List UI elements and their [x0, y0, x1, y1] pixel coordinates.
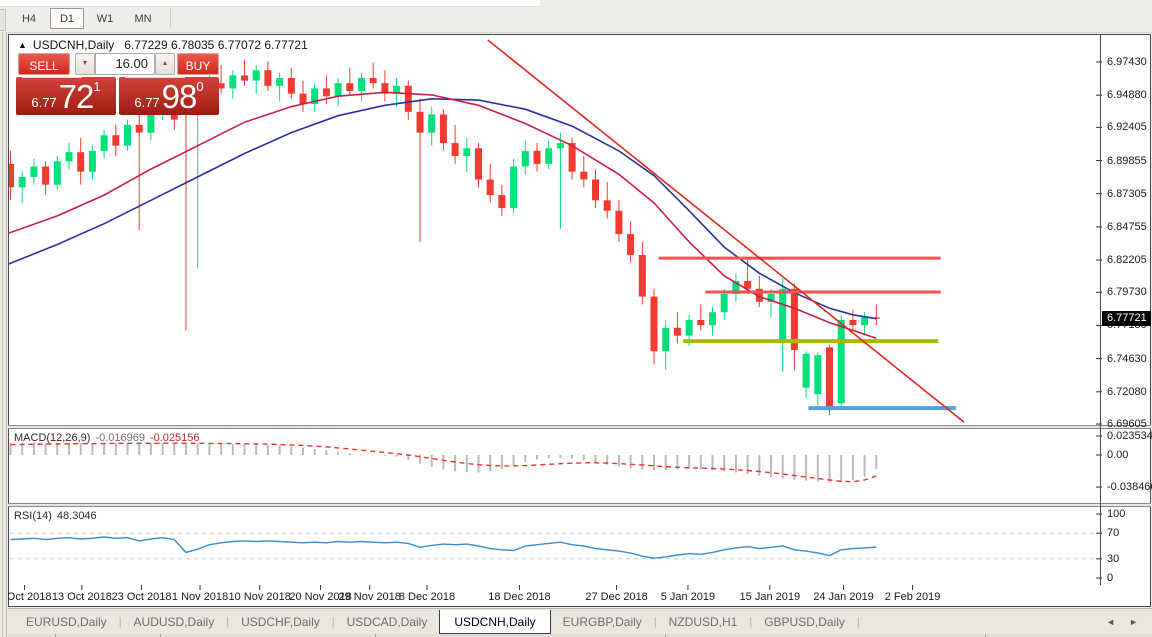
collapse-triangle-icon[interactable]: ▲	[18, 40, 27, 50]
tab-separator: |	[331, 616, 335, 628]
price-tick: 6.69605	[1107, 418, 1147, 431]
statusbar-separator	[985, 634, 986, 637]
date-tick: 20 Nov 2018	[289, 591, 352, 603]
window-splitter[interactable]	[0, 32, 8, 637]
date-tick: 10 Nov 2018	[228, 591, 291, 603]
date-tick: 4 Oct 2018	[0, 591, 52, 603]
statusbar-separator	[665, 634, 666, 637]
date-tick: 8 Dec 2018	[398, 591, 456, 603]
tab-separator: |	[749, 616, 753, 628]
chart-tab-bar: EURUSD,Daily | AUDUSD,Daily | USDCHF,Daily | U…	[0, 608, 1152, 635]
rsi-tick: 0	[1107, 572, 1114, 584]
date-tick: 18 Dec 2018	[488, 591, 551, 603]
price-tick: 6.74630	[1107, 352, 1147, 365]
toolbar-separator	[170, 8, 171, 28]
sell-price-sup: 1	[93, 79, 101, 94]
chart-tab-audusd[interactable]: AUDUSD,Daily	[133, 615, 215, 629]
macd-panel-splitter[interactable]	[8, 425, 1151, 429]
buy-price-big: 98	[161, 78, 198, 115]
date-tick: 13 Oct 2018	[51, 591, 112, 603]
buy-divider	[125, 77, 185, 78]
buy-price-display[interactable]: 6.77 98 0	[119, 77, 219, 115]
price-tick: 6.87305	[1107, 187, 1147, 200]
chart-tab-eurgbp[interactable]: EURGBP,Daily	[562, 615, 642, 629]
chart-tab-usdcnh[interactable]: USDCNH,Daily	[439, 610, 551, 634]
tab-separator: |	[856, 616, 860, 628]
macd-tick: -0.038466	[1107, 481, 1152, 494]
chart-tab-usdchf[interactable]: USDCHF,Daily	[241, 615, 320, 629]
buy-price-sup: 0	[196, 79, 204, 94]
chart-tab-usdcad[interactable]: USDCAD,Daily	[346, 615, 428, 629]
chart-symbol-label: USDCNH,Daily	[32, 38, 115, 52]
statusbar-separator	[375, 634, 376, 637]
rsi-tick: 70	[1107, 527, 1120, 540]
tab-separator: |	[118, 616, 122, 628]
price-tick: 6.97430	[1107, 56, 1147, 68]
volume-input[interactable]: 16.00	[95, 53, 155, 75]
one-click-trading-panel: SELL ▼ 16.00 ▲ BUY 6.77 72 1 6.77 98 0	[16, 52, 220, 115]
date-tick: 1 Nov 2018	[171, 591, 229, 603]
date-tick: 23 Oct 2018	[111, 591, 172, 603]
price-tick: 6.94880	[1107, 89, 1147, 102]
chart-tab-nzdusd[interactable]: NZDUSD,H1	[668, 615, 738, 629]
status-bar	[0, 634, 1152, 637]
tab-separator: |	[226, 616, 230, 628]
sell-price-display[interactable]: 6.77 72 1	[16, 77, 116, 115]
timeframe-toolbar: H4 D1 W1 MN	[0, 0, 1152, 33]
date-tick: 5 Jan 2019	[660, 591, 716, 603]
price-tick: 6.89855	[1107, 154, 1147, 167]
price-tick: 6.72080	[1107, 385, 1147, 398]
chart-window	[8, 34, 1151, 607]
tabs-scroll-right-icon[interactable]: ►	[1129, 617, 1138, 627]
macd-tick: 0.023534	[1107, 430, 1152, 442]
macd-indicator-label: MACD(12,26,9) -0.016969 -0.025156	[14, 432, 200, 444]
sell-price-big: 72	[58, 78, 95, 115]
chart-tab-gbpusd[interactable]: GBPUSD,Daily	[764, 615, 845, 629]
timeframe-button-h4[interactable]: H4	[21, 13, 37, 25]
chart-tab-eurusd[interactable]: EURUSD,Daily	[26, 615, 107, 629]
date-tick: 27 Dec 2018	[585, 591, 648, 603]
date-tick: 24 Jan 2019	[813, 591, 874, 603]
rsi-indicator-label: RSI(14) 48.3046	[14, 510, 97, 522]
chart-title: ▲ USDCNH,Daily 6.77229 6.78035 6.77072 6.7…	[18, 38, 308, 52]
volume-decrease-button[interactable]: ▼	[75, 53, 95, 75]
toolbar-edge	[0, 0, 540, 7]
timeframe-button-d1[interactable]: D1	[50, 8, 84, 29]
rsi-tick: 100	[1107, 508, 1126, 520]
statusbar-separator	[55, 634, 56, 637]
date-tick: 29 Nov 2018	[338, 591, 401, 603]
price-tick: 6.82205	[1107, 254, 1147, 267]
macd-tick: 0.00	[1107, 449, 1129, 461]
buy-button[interactable]: BUY	[177, 53, 219, 75]
sell-divider	[22, 77, 82, 78]
sell-price-prefix: 6.77	[31, 95, 57, 110]
statusbar-separator	[160, 634, 161, 637]
date-tick: 2 Feb 2019	[884, 591, 941, 603]
volume-increase-button[interactable]: ▲	[155, 53, 175, 75]
current-price-tag: 6.77721	[1102, 311, 1151, 327]
tabs-scroll-left-icon[interactable]: ◄	[1106, 617, 1116, 627]
date-tick: 15 Jan 2019	[739, 591, 801, 603]
price-axis-border	[1100, 35, 1101, 585]
price-tick: 6.92405	[1107, 121, 1147, 134]
rsi-panel-splitter[interactable]	[8, 503, 1151, 507]
sell-button[interactable]: SELL	[18, 53, 70, 75]
tab-separator: |	[653, 616, 657, 628]
price-tick: 6.84755	[1107, 220, 1147, 233]
chart-ohlc-values: 6.77229 6.78035 6.77072 6.77721	[124, 38, 308, 52]
timeframe-button-mn[interactable]: MN	[134, 13, 152, 25]
clipped-toolbar-button[interactable]	[0, 9, 6, 31]
price-tick: 6.79730	[1107, 286, 1147, 299]
timeframe-button-w1[interactable]: W1	[96, 13, 114, 25]
buy-price-prefix: 6.77	[134, 95, 160, 110]
rsi-tick: 30	[1107, 552, 1120, 565]
